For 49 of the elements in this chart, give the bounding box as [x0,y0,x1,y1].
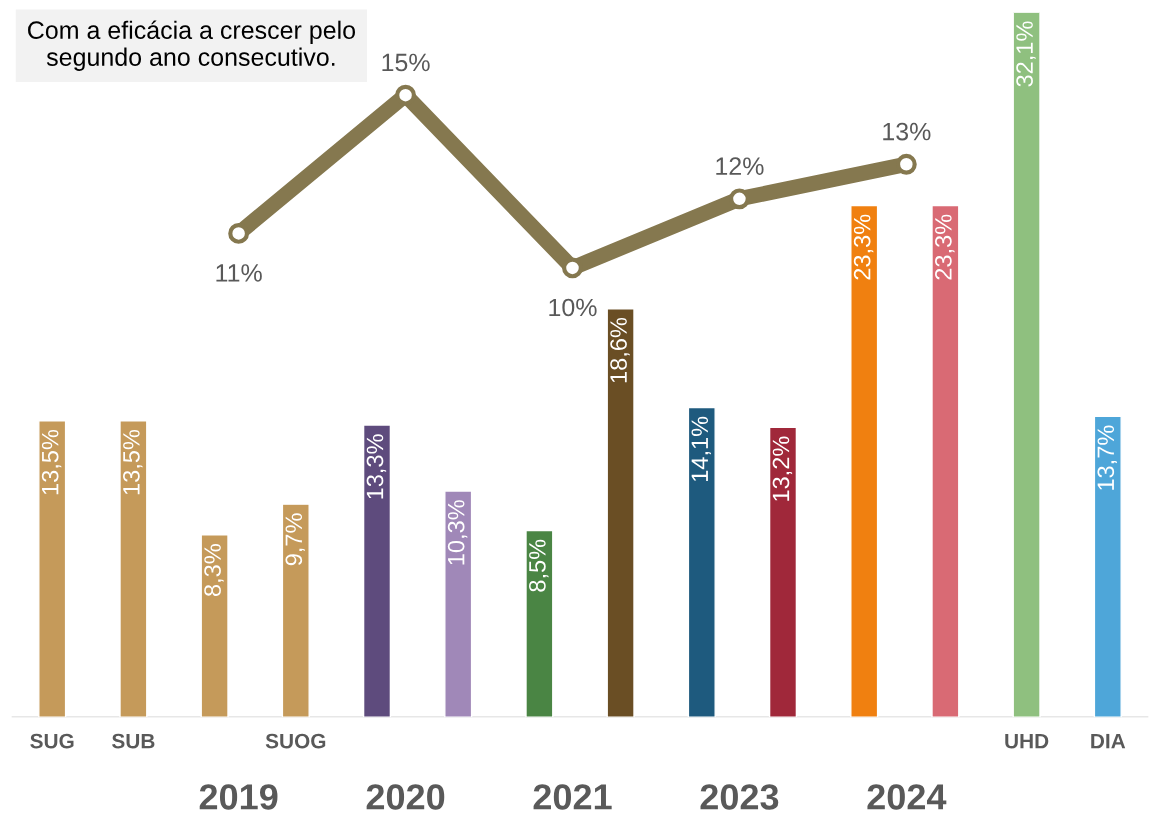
x-tick-label: SUOG [265,733,326,749]
data-label: 18,6% [610,317,630,383]
x-tick-label: 2024 [867,784,947,810]
data-label: 23,3% [935,214,955,280]
point [729,188,750,210]
bar [1012,12,1041,718]
bar [850,204,879,718]
point [895,153,917,175]
x-tick-label: SUG [30,733,74,749]
x-tick-label: 2020 [366,784,445,810]
x-tick-label: 2021 [533,784,612,810]
data-label: 23,3% [853,214,874,280]
data-label: 15% [382,53,430,72]
bar [931,204,960,718]
annotation: Com a eficácia a crescer pelo segundo ano consecutivo. [28,20,356,71]
bar [362,424,392,718]
x-tick-label: SUB [112,733,155,749]
data-label: 13,2% [772,436,793,501]
bar [687,406,716,718]
data-label: 14,1% [691,416,711,482]
data-label: 13,7% [1097,425,1117,490]
bar [1093,415,1122,718]
data-label: 13,5% [41,429,62,495]
data-label: 13,5% [123,429,143,495]
data-label: 8,3% [204,544,224,597]
point [395,84,416,106]
data-label: 12% [716,157,764,175]
data-label: 10% [549,298,597,317]
data-label: 13,3% [366,434,387,499]
bar [119,420,148,718]
x-tick-label: 2023 [700,784,779,810]
bar [768,426,798,718]
data-label: 10,3% [447,500,468,565]
bar [38,420,67,718]
x-tick-label: DIA [1091,733,1126,749]
data-label: 13% [883,122,931,141]
point [228,222,250,244]
x-tick-label: UHD [1005,733,1049,749]
bar [444,490,473,718]
data-label: 9,7% [285,513,305,566]
data-label: 32,1% [1016,21,1036,87]
data-label: 8,5% [529,539,549,592]
x-tick-label: 2019 [199,784,278,810]
bar [525,529,554,718]
bar [281,503,310,718]
point [562,257,583,279]
data-label: 11% [216,264,262,282]
bar [606,308,635,718]
bar [200,534,229,718]
